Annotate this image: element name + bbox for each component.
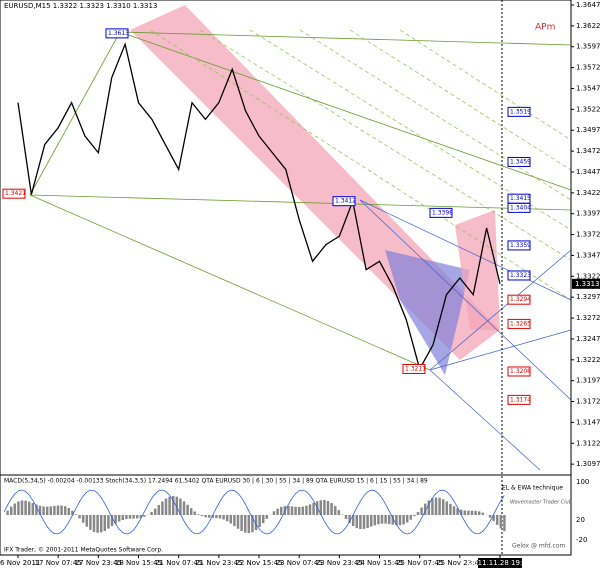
price-label: 1.3359 xyxy=(510,242,531,249)
y-tick-label: 1.3597 xyxy=(576,43,600,51)
blue-fan xyxy=(359,199,572,471)
price-label: 1.3398 xyxy=(432,209,453,216)
price-label: 1.3412 xyxy=(335,198,356,205)
y-tick-label: 1.3097 xyxy=(576,460,600,468)
last-price-box xyxy=(572,278,600,289)
x-tick-label: 25 Nov 23:45 xyxy=(436,559,483,567)
price-box xyxy=(507,202,531,213)
price-box xyxy=(507,270,531,281)
price-box xyxy=(402,363,426,374)
watermark: Wavemaster Trader Club xyxy=(510,500,572,506)
annotation: APm xyxy=(535,23,555,33)
price-box xyxy=(507,318,531,329)
y-tick-label: 1.3622 xyxy=(576,22,600,30)
chart-title: EURUSD,M15 1.3322 1.3323 1.3310 1.3313 xyxy=(4,2,157,10)
stochastic-line xyxy=(3,489,505,535)
indicator-title: MACD(5,34,5) -0.00204 -0.00133 Stoch(34,… xyxy=(4,478,428,485)
watermark: Gelox @ mfd.com xyxy=(512,543,566,550)
price-label: 1.3323 xyxy=(510,272,531,279)
price-box xyxy=(332,196,356,207)
x-tick-label: 21 Nov 07:45 xyxy=(155,559,202,567)
price-box xyxy=(507,240,531,251)
indicator-tick-label: 100 xyxy=(576,478,589,486)
y-tick-label: 1.3122 xyxy=(576,439,600,447)
macd-histogram xyxy=(6,496,506,534)
price-box xyxy=(507,394,531,405)
channel-blue xyxy=(385,250,470,375)
y-tick-label: 1.3472 xyxy=(576,147,600,155)
y-tick-label: 1.3447 xyxy=(576,168,600,176)
price-box xyxy=(507,366,531,377)
price-label: 1.3421 xyxy=(5,190,26,197)
last-price-label: 1.3313 xyxy=(575,280,600,288)
price-label: 1.3404 xyxy=(510,204,531,211)
x-tick-label: 22 Nov 15:45 xyxy=(235,559,282,567)
fan-lines xyxy=(29,31,572,371)
price-box xyxy=(2,188,26,199)
x-tick-label: 23 Nov 07:45 xyxy=(276,559,323,567)
y-tick-label: 1.3347 xyxy=(576,251,600,259)
x-tick-label: 17 Nov 23:45 xyxy=(75,559,122,567)
channel-small xyxy=(455,210,500,330)
y-tick-label: 1.3522 xyxy=(576,105,600,113)
time-box xyxy=(478,558,522,568)
y-tick-label: 1.3647 xyxy=(576,1,600,9)
y-tick-label: 1.3497 xyxy=(576,126,600,134)
y-tick-label: 1.3197 xyxy=(576,377,600,385)
price-box xyxy=(507,156,531,167)
price-label: 1.3519 xyxy=(510,108,531,115)
y-tick-label: 1.3247 xyxy=(576,335,600,343)
price-label: 1.3459 xyxy=(510,158,531,165)
y-tick-label: 1.3272 xyxy=(576,314,600,322)
x-tick-label: 17 Nov 07:45 xyxy=(35,559,82,567)
x-tick-label: 24 Nov 15:45 xyxy=(356,559,403,567)
price-label: 1.3208 xyxy=(510,368,531,375)
x-tick-label: 23 Nov 23:45 xyxy=(316,559,363,567)
price-label: 1.3174 xyxy=(510,396,531,403)
x-tick-label: 25 Nov 07:45 xyxy=(396,559,443,567)
y-tick-label: 1.3222 xyxy=(576,356,600,364)
x-tick-label: 21 Nov 23:45 xyxy=(195,559,242,567)
price-label: 1.3294 xyxy=(510,296,531,303)
price-box xyxy=(429,207,453,218)
price-label: 1.3211 xyxy=(405,365,426,372)
y-tick-label: 1.3322 xyxy=(576,272,600,280)
y-tick-label: 1.3547 xyxy=(576,84,600,92)
price-box xyxy=(105,28,129,39)
plot-frame xyxy=(0,0,572,556)
y-tick-label: 1.3372 xyxy=(576,231,600,239)
y-tick-label: 1.3147 xyxy=(576,418,600,426)
price-label: 1.3415 xyxy=(510,195,531,202)
y-tick-label: 1.3297 xyxy=(576,293,600,301)
y-tick-label: 1.3172 xyxy=(576,398,600,406)
watermark: EL & EWA technique xyxy=(502,485,563,492)
x-tick-label: 18 Nov 15:45 xyxy=(115,559,162,567)
y-tick-label: 1.3397 xyxy=(576,210,600,218)
price-label: 1.3613 xyxy=(108,30,129,37)
y-tick-label: 1.3422 xyxy=(576,189,600,197)
x-tick-label: 2011.11.28 19:30 xyxy=(469,559,531,567)
price-box xyxy=(507,106,531,117)
indicator-tick-label: 20 xyxy=(576,516,585,524)
price-label: 1.3265 xyxy=(510,320,531,327)
copyright: IFX Trader, © 2001-2011 MetaQuotes Softw… xyxy=(4,547,163,554)
indicator-tick-label: -20 xyxy=(576,536,587,544)
y-tick-label: 1.3572 xyxy=(576,64,600,72)
x-tick-label: 16 Nov 2011 xyxy=(0,559,40,567)
price-box xyxy=(507,294,531,305)
